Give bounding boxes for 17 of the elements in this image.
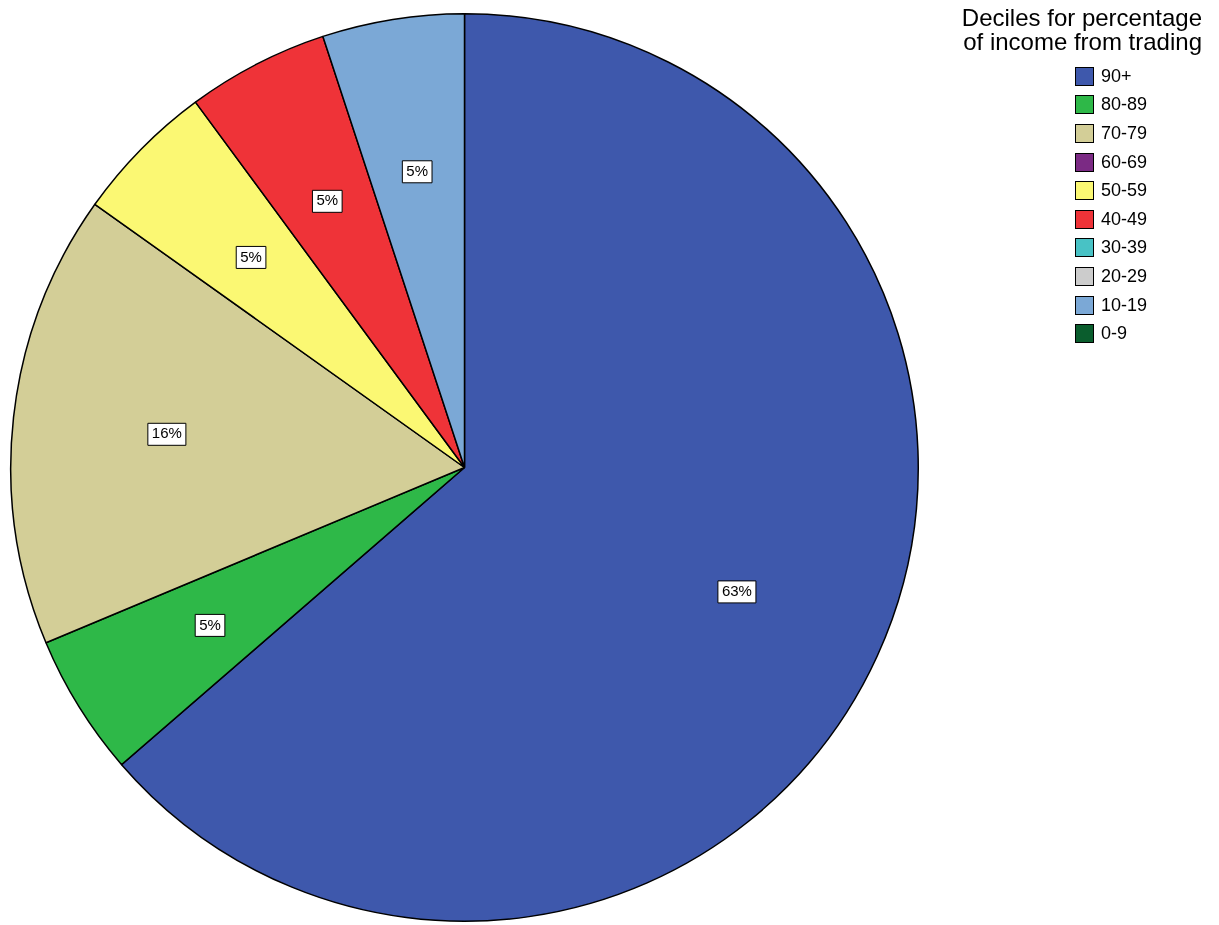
legend-label: 60-69 [1100, 151, 1147, 173]
data-label: 5% [199, 615, 221, 633]
data-label: 5% [406, 161, 429, 179]
legend-label: 30-39 [1100, 237, 1147, 259]
legend-label: 50-59 [1100, 180, 1147, 202]
data-label: 16% [151, 424, 182, 442]
legend-title: Deciles for percentage of income from trading [961, 4, 1202, 55]
data-label: 63% [721, 582, 752, 600]
legend-label: 10-19 [1100, 294, 1147, 316]
data-label: 5% [316, 191, 339, 209]
legend-label: 40-49 [1100, 208, 1147, 230]
legend-label: 90+ [1100, 65, 1132, 87]
legend-label: 20-29 [1100, 265, 1147, 287]
legend-label: 80-89 [1100, 94, 1147, 116]
legend-label: 70-79 [1100, 122, 1147, 144]
legend-label: 0-9 [1100, 323, 1127, 345]
data-label: 5% [240, 247, 262, 265]
